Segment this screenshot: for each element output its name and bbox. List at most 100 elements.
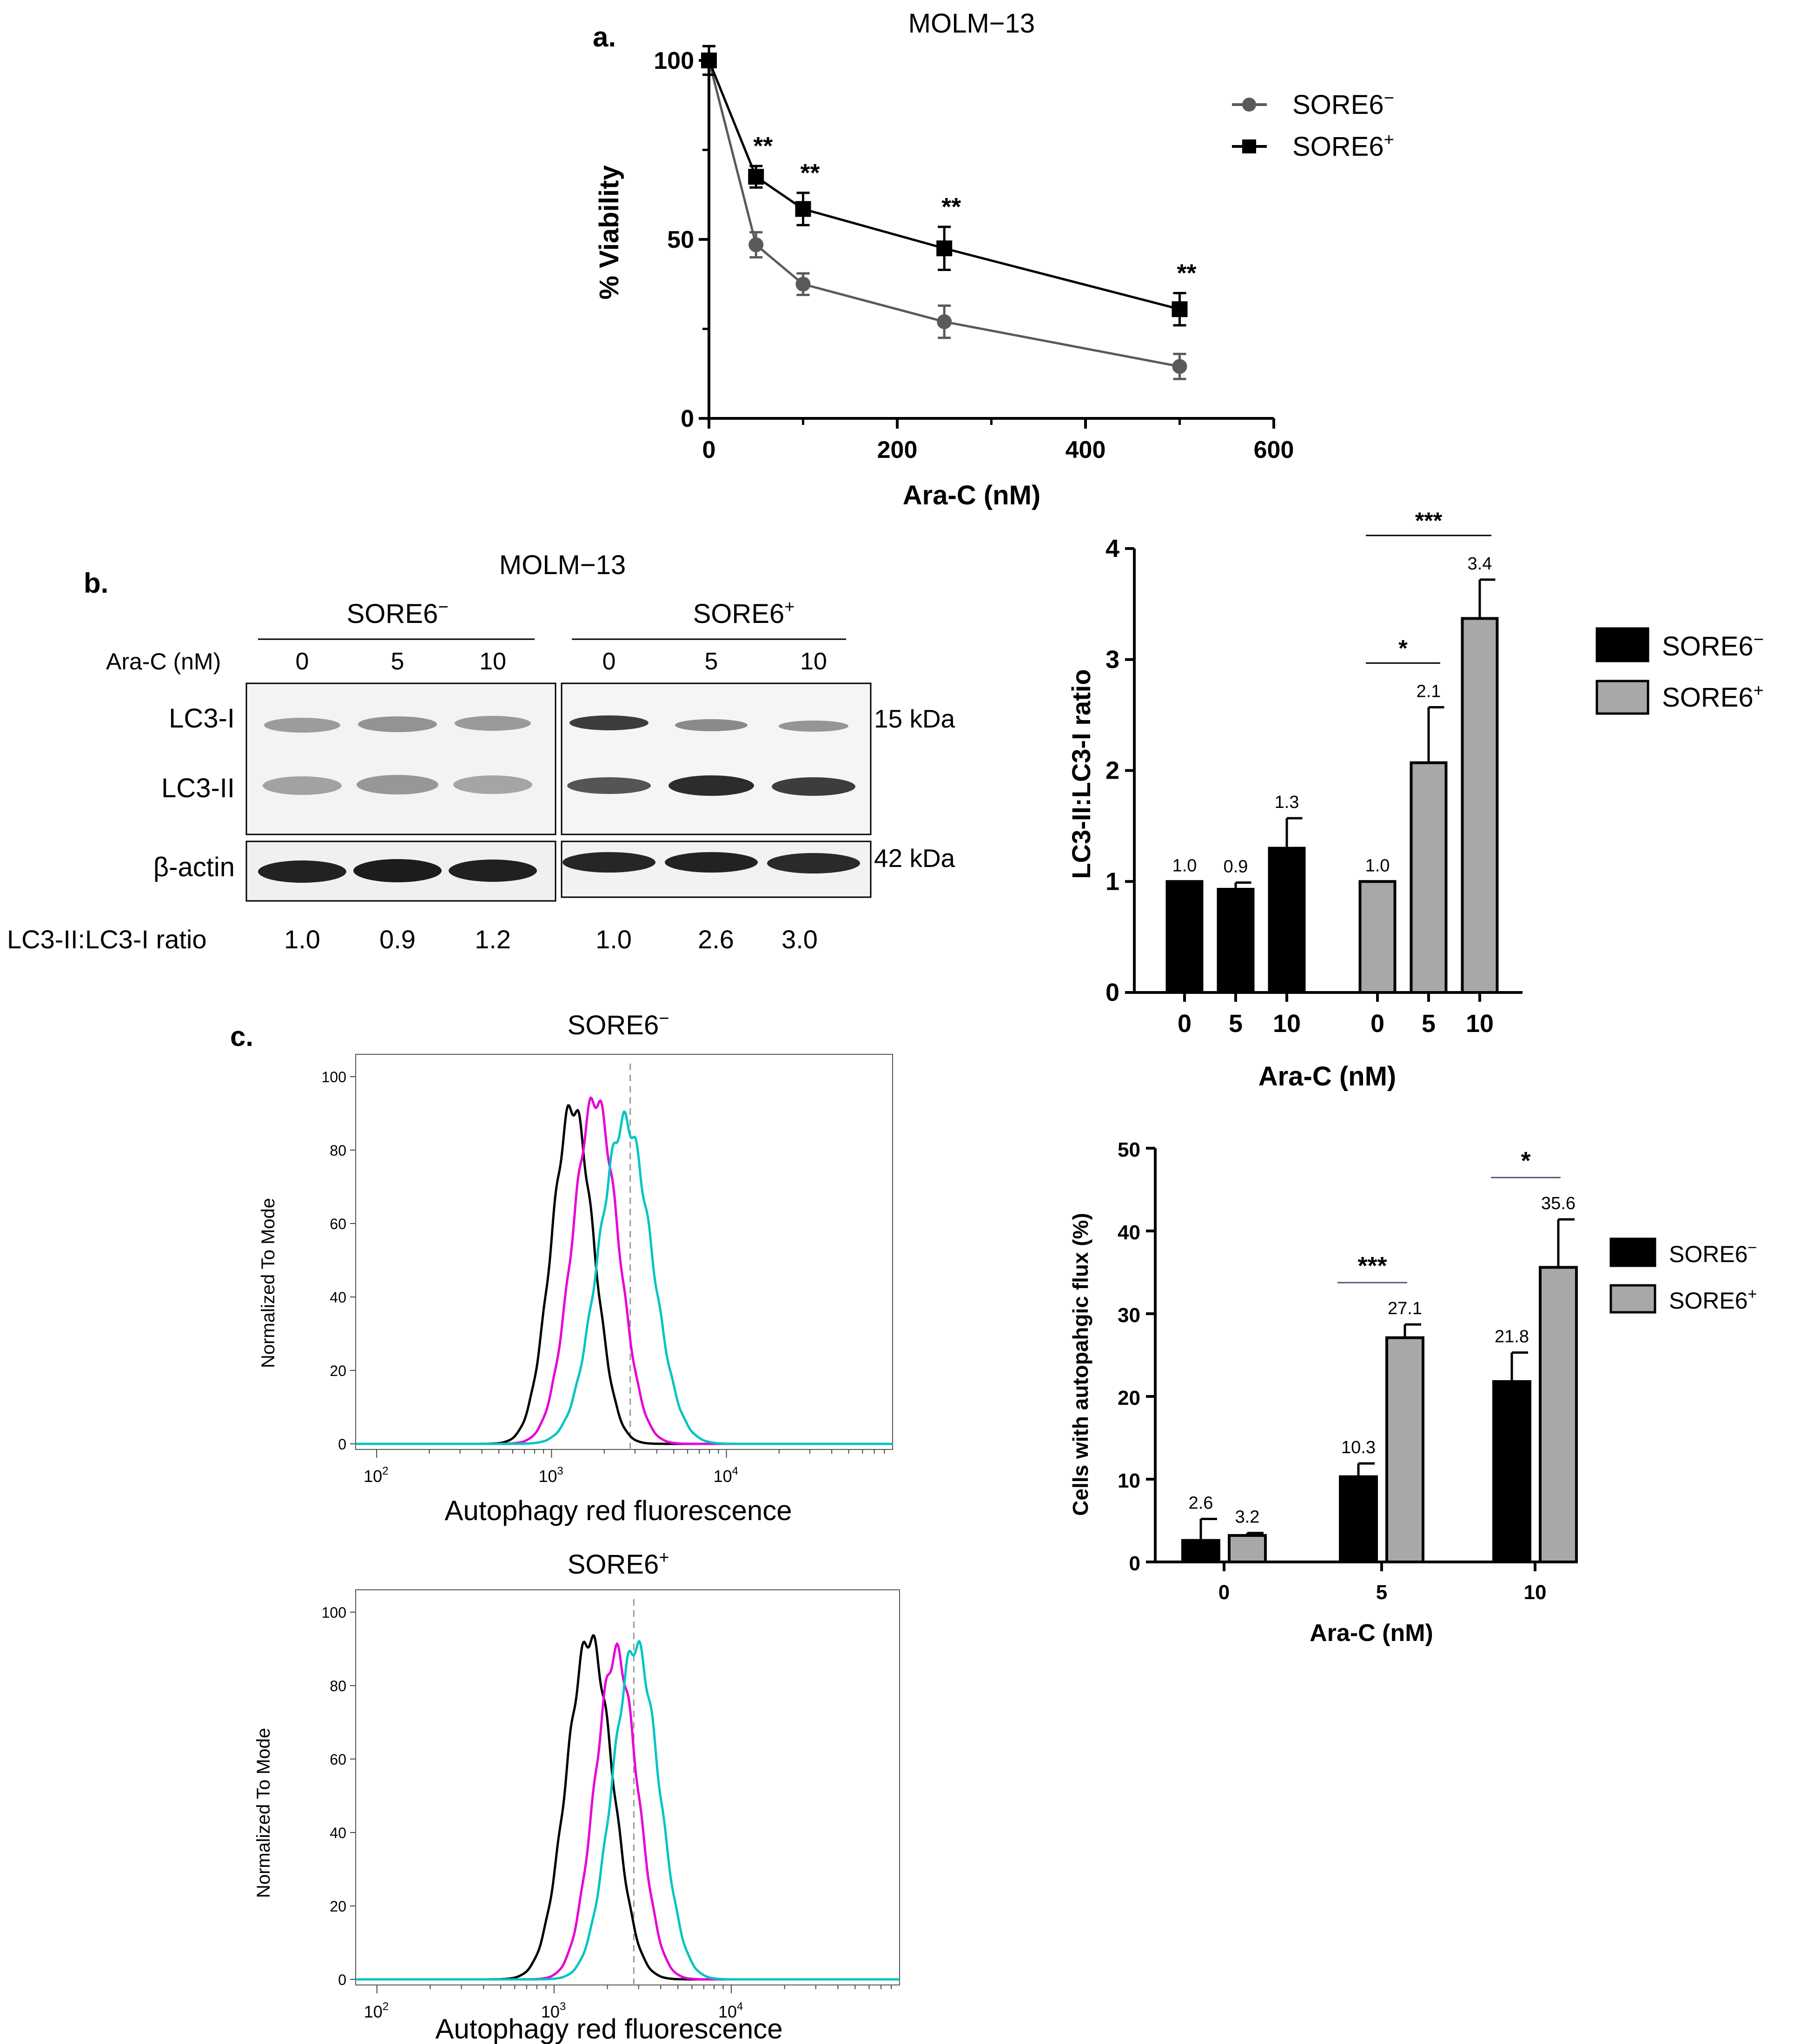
legend-label-sore6-minus: SORE6−	[1669, 1239, 1757, 1267]
legend-label-sore6-minus: SORE6−	[1662, 630, 1764, 661]
blot-conc-plus-10: 10	[800, 648, 827, 675]
band-lc3ii-plus-10	[772, 777, 855, 796]
panel-b-chart-legend: SORE6− SORE6+	[1595, 627, 1764, 715]
blot-row-label-lc3i: LC3-I	[169, 703, 235, 734]
blot-row-label-lc3ii: LC3-II	[161, 773, 235, 803]
blot-kda-15: 15 kDa	[874, 704, 955, 733]
band-lc3ii-minus-5	[357, 775, 438, 794]
y-tick-label: 3	[1106, 646, 1119, 674]
blot-lc3-box-plus	[561, 682, 872, 835]
band-lc3i-plus-0	[569, 715, 649, 730]
y-tick-label: 80	[330, 1142, 346, 1159]
data-label: 1.0	[1172, 856, 1197, 875]
data-point	[701, 53, 717, 68]
y-tick-label: 40	[330, 1825, 346, 1841]
histogram-title: SORE6+	[568, 1548, 669, 1580]
blot-group-sore6-plus: SORE6+	[693, 597, 795, 629]
x-tick-label: 400	[1066, 437, 1106, 463]
data-label: 2.1	[1417, 681, 1441, 701]
x-tick-label: 10	[1524, 1581, 1547, 1604]
band-actin-plus-0	[563, 852, 655, 873]
x-tick-label: 103	[538, 1465, 563, 1486]
data-point	[1172, 359, 1187, 374]
x-tick-label: 104	[714, 1465, 738, 1486]
data-point	[748, 169, 764, 185]
y-tick-label: 10	[1118, 1469, 1140, 1492]
data-point	[1172, 301, 1188, 318]
panel-c-chart-legend: SORE6− SORE6+	[1609, 1237, 1757, 1314]
plot-frame	[355, 1054, 893, 1450]
x-tick-label: 102	[364, 2000, 389, 2021]
blot-ratio-plus-10: 3.0	[781, 925, 818, 954]
data-label: 27.1	[1388, 1299, 1422, 1318]
panel-c-autophagic-flux-chart: Ara-C (nM) Cells with autopahgic flux (%…	[1068, 1138, 1757, 1647]
blot-lc3-box-minus	[245, 682, 556, 835]
data-point	[936, 240, 953, 257]
blot-ratio-minus-5: 0.9	[379, 925, 416, 954]
blot-ratio-label: LC3-II:LC3-I ratio	[7, 925, 207, 954]
panel-c-chart-ylabel: Cells with autopahgic flux (%)	[1068, 1213, 1092, 1516]
panel-c-chart-xlabel: Ara-C (nM)	[1310, 1620, 1433, 1647]
legend-label-sore6-plus: SORE6+	[1292, 130, 1394, 162]
histogram-curve	[356, 1110, 893, 1445]
x-tick-label: 0	[1218, 1581, 1230, 1604]
bar	[1410, 761, 1448, 994]
panel-a-title: MOLM−13	[908, 8, 1035, 39]
legend-swatch-sore6-plus	[1609, 1284, 1656, 1314]
y-tick-label: 2	[1106, 757, 1119, 785]
blot-title: MOLM−13	[499, 550, 626, 580]
bar	[1165, 880, 1204, 994]
y-tick-label: 20	[1118, 1387, 1140, 1409]
y-tick-label: 1	[1106, 867, 1119, 895]
bar	[1268, 847, 1306, 994]
data-label: 0.9	[1224, 857, 1248, 877]
panel-b-letter: b.	[84, 568, 108, 599]
x-tick-label: 104	[718, 2000, 743, 2021]
x-tick-label: 103	[541, 2000, 566, 2021]
significance-label: *	[1398, 635, 1408, 661]
histogram-title: SORE6−	[568, 1009, 669, 1040]
plot-frame	[355, 1589, 900, 1985]
y-tick-label: 100	[322, 1069, 346, 1085]
y-tick-label: 80	[330, 1678, 346, 1694]
x-tick-label: 200	[877, 437, 918, 463]
legend-label-sore6-minus: SORE6−	[1292, 88, 1394, 120]
y-tick-label: 100	[654, 47, 694, 74]
x-tick-label: 0	[702, 437, 716, 463]
histogram-xlabel: Autophagy red fluorescence	[444, 1495, 792, 1526]
histogram-curve	[356, 1642, 900, 1981]
band-lc3i-plus-10	[779, 721, 848, 732]
band-lc3i-minus-5	[358, 716, 437, 732]
x-tick-label: 10	[1466, 1010, 1494, 1038]
significance-label: **	[753, 132, 773, 160]
band-lc3ii-minus-10	[453, 775, 532, 794]
histogram-ylabel: Normalized To Mode	[253, 1728, 274, 1898]
legend-marker-sore6-minus	[1242, 98, 1256, 112]
x-tick-label: 102	[364, 1465, 388, 1486]
y-tick-label: 0	[338, 1436, 346, 1453]
data-point	[795, 201, 811, 217]
data-point	[748, 237, 764, 252]
y-tick-label: 100	[322, 1604, 346, 1621]
significance-label: **	[1177, 259, 1196, 287]
blot-conc-minus-5: 5	[391, 648, 404, 675]
y-tick-label: 50	[667, 226, 694, 253]
y-tick-label: 30	[1118, 1304, 1140, 1327]
bar	[1228, 1534, 1267, 1564]
legend-marker-sore6-plus	[1242, 139, 1256, 153]
panel-c-flow-histograms: c. SORE6− Autophagy red fluorescence Nor…	[230, 1009, 900, 2044]
panel-a-ylabel: % Viability	[594, 165, 624, 299]
significance-label: *	[1521, 1147, 1530, 1175]
blot-kda-42: 42 kDa	[874, 844, 955, 873]
x-tick-label: 5	[1376, 1581, 1387, 1604]
y-tick-label: 40	[1118, 1221, 1140, 1244]
x-tick-label: 5	[1422, 1010, 1436, 1038]
blot-conc-minus-10: 10	[479, 648, 506, 675]
band-actin-minus-10	[449, 860, 537, 882]
significance-label: ***	[1357, 1252, 1387, 1280]
data-label: 3.4	[1468, 554, 1492, 574]
histogram-sore6-plus: SORE6+ Autophagy red fluorescence Normal…	[253, 1548, 900, 2044]
